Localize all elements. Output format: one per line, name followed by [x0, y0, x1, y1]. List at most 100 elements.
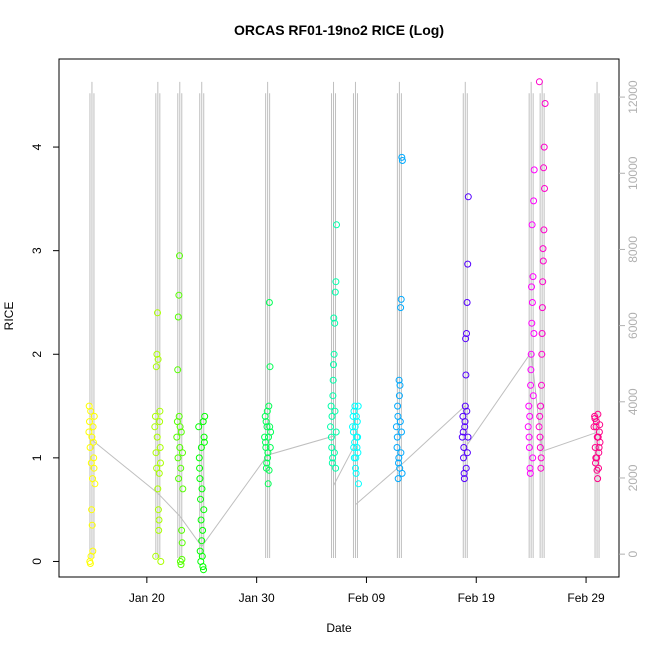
- data-point-rf04: [197, 495, 204, 503]
- y-tick-label: 4: [30, 143, 44, 150]
- data-point-rf07: [354, 402, 362, 410]
- data-point-rf02: [157, 558, 165, 565]
- data-point-rf12: [592, 459, 599, 467]
- data-point-rf09: [464, 260, 472, 268]
- data-point-rf10: [528, 299, 536, 306]
- x-axis-label: Date: [326, 621, 352, 635]
- data-point-rf07: [353, 444, 361, 451]
- data-point-rf09: [462, 464, 470, 472]
- scatter-points: [85, 78, 604, 574]
- data-point-rf02: [156, 444, 164, 451]
- data-point-rf04: [199, 418, 207, 426]
- data-point-rf03: [173, 433, 181, 441]
- data-point-rf09: [463, 330, 470, 337]
- data-point-rf11: [537, 454, 545, 462]
- y2-tick-label: 4000: [626, 388, 640, 415]
- data-point-rf10: [528, 221, 536, 229]
- data-point-rf01: [85, 402, 93, 410]
- data-point-rf01: [89, 547, 97, 555]
- data-point-rf08: [396, 418, 404, 426]
- data-point-rf10: [527, 366, 535, 374]
- data-point-rf06: [333, 221, 340, 229]
- data-point-rf06: [332, 464, 340, 472]
- data-point-rf07: [349, 423, 356, 431]
- y-tick-label: 0: [30, 558, 44, 565]
- data-point-rf06: [329, 376, 337, 384]
- data-point-rf05: [262, 438, 269, 446]
- data-point-rf07: [352, 464, 359, 472]
- data-point-rf05: [266, 444, 274, 451]
- y2-tick-label: 8000: [626, 236, 640, 263]
- data-point-rf04: [198, 537, 206, 545]
- data-point-rf03: [177, 464, 185, 472]
- data-point-rf04: [197, 444, 205, 451]
- data-point-rf10: [527, 350, 535, 358]
- data-point-rf03: [178, 555, 186, 563]
- data-point-rf09: [460, 475, 468, 483]
- data-point-rf12: [593, 433, 601, 441]
- data-point-rf04: [196, 464, 204, 472]
- data-point-rf11: [535, 78, 543, 86]
- secondary-y-axis: 0 2000 4000 6000 8000 10000 12000: [619, 80, 640, 557]
- data-point-rf03: [177, 428, 185, 436]
- data-point-rf03: [174, 454, 182, 462]
- data-point-rf06: [329, 392, 337, 400]
- data-point-rf03: [174, 313, 182, 321]
- data-point-rf09: [462, 335, 470, 343]
- data-point-rf10: [526, 464, 534, 472]
- data-point-rf11: [538, 304, 546, 312]
- data-point-rf11: [537, 402, 545, 410]
- data-point-rf05: [265, 466, 273, 474]
- data-point-rf11: [536, 412, 544, 420]
- data-point-rf11: [539, 257, 547, 265]
- y-axis: 0 1 2 3 4: [30, 143, 59, 565]
- data-point-rf07: [350, 444, 358, 451]
- data-point-rf11: [537, 464, 545, 472]
- data-point-rf01: [87, 407, 95, 415]
- data-point-rf08: [398, 157, 406, 164]
- data-point-rf12: [593, 454, 601, 462]
- data-point-rf07: [354, 433, 362, 441]
- data-point-rf04: [200, 506, 208, 514]
- data-point-rf11: [539, 278, 547, 286]
- data-point-rf09: [463, 449, 471, 457]
- y-axis-label: RICE: [2, 302, 16, 331]
- data-point-rf02: [153, 350, 161, 358]
- data-point-rf04: [197, 516, 205, 524]
- data-point-rf05: [265, 433, 272, 441]
- data-point-rf04: [196, 475, 204, 483]
- data-point-rf01: [89, 438, 97, 446]
- data-point-rf10: [530, 197, 538, 205]
- data-point-rf07: [349, 412, 357, 420]
- data-point-rf05: [265, 299, 273, 306]
- data-point-rf09: [463, 299, 471, 306]
- data-point-rf12: [596, 421, 604, 429]
- data-point-rf06: [332, 278, 340, 286]
- data-point-rf06: [328, 459, 336, 467]
- data-point-rf08: [394, 475, 402, 483]
- data-point-rf10: [530, 330, 538, 337]
- data-point-rf04: [200, 433, 208, 441]
- y2-tick-label: 6000: [626, 312, 640, 339]
- data-point-rf08: [395, 392, 403, 400]
- data-point-rf02: [155, 516, 163, 524]
- data-point-rf03: [179, 485, 187, 493]
- data-point-rf06: [331, 288, 339, 296]
- data-point-rf09: [461, 402, 469, 410]
- data-point-rf04: [196, 547, 204, 555]
- data-point-rf02: [151, 412, 159, 420]
- data-point-rf08: [396, 381, 404, 389]
- data-point-rf02: [151, 423, 159, 431]
- data-point-rf09: [462, 371, 470, 379]
- data-point-rf03: [176, 558, 184, 565]
- data-point-rf02: [156, 407, 164, 415]
- data-point-rf04: [198, 485, 206, 493]
- data-point-rf12: [595, 464, 602, 472]
- data-point-rf10: [526, 469, 534, 477]
- data-point-rf04: [195, 423, 203, 431]
- data-point-rf10: [528, 319, 536, 327]
- y2-tick-label: 2000: [626, 464, 640, 491]
- data-point-rf06: [331, 319, 339, 327]
- data-point-rf06: [330, 314, 338, 322]
- data-point-rf03: [179, 449, 186, 457]
